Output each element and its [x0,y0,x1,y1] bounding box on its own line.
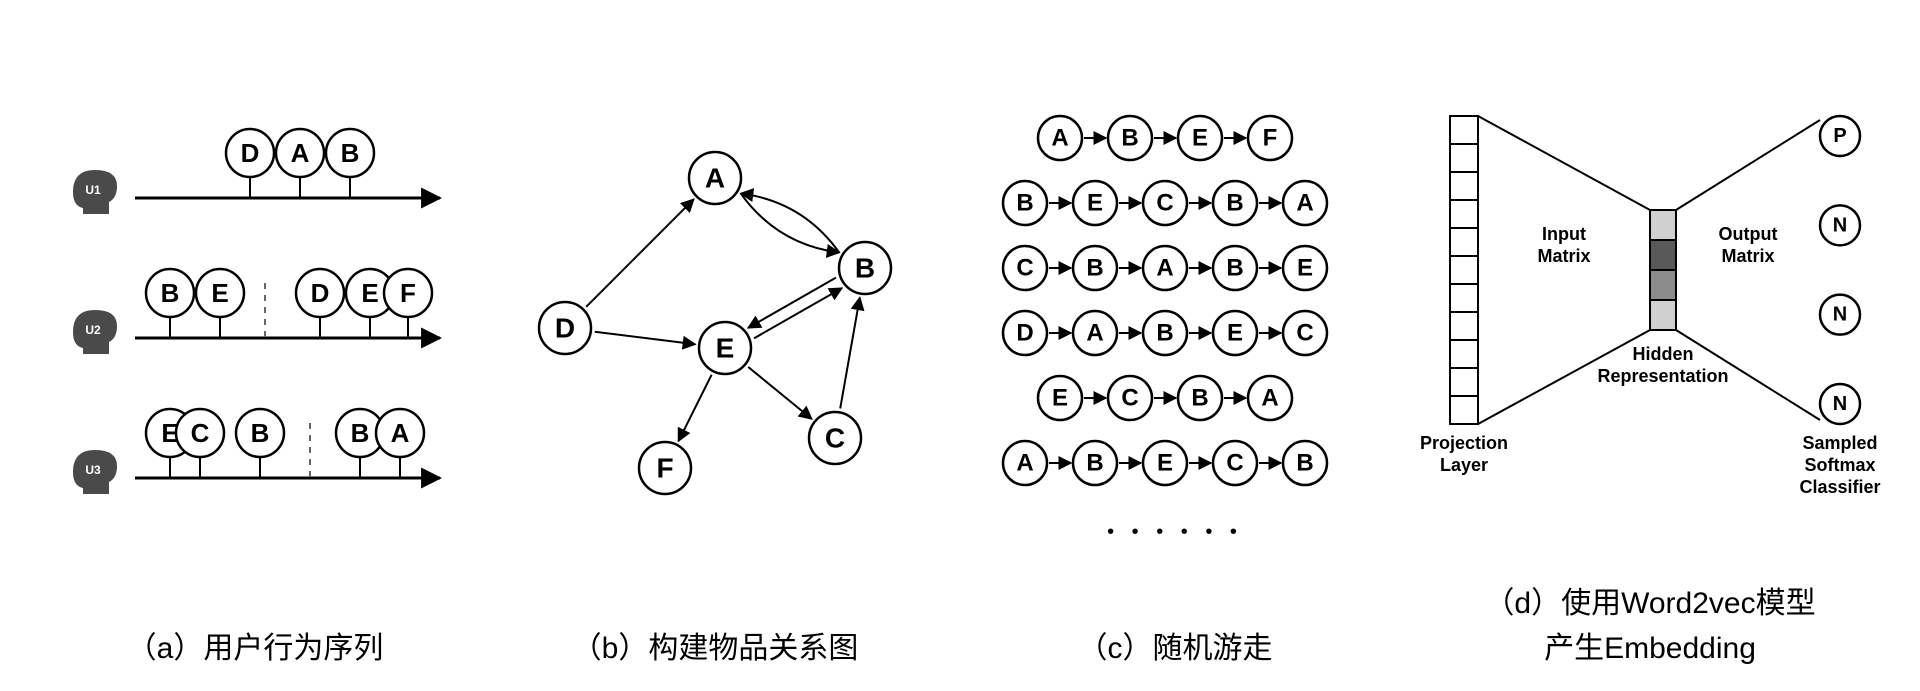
svg-text:U2: U2 [85,323,101,337]
panel-d-caption: （d）使用Word2vec模型产生Embedding [1484,581,1815,671]
svg-text:B: B [341,138,360,168]
svg-text:E: E [1157,450,1173,477]
svg-text:A: A [1261,385,1278,412]
svg-text:A: A [1156,255,1173,282]
svg-text:E: E [1052,385,1068,412]
svg-text:B: B [251,418,270,448]
svg-text:C: C [191,418,210,448]
svg-text:E: E [1192,125,1208,152]
panel-a: U1DABU2BEDEFU3ECBBA （a）用户行为序列 [40,30,470,671]
svg-text:B: B [1226,190,1243,217]
svg-text:D: D [1016,320,1033,347]
svg-text:B: B [1086,450,1103,477]
svg-text:Projection: Projection [1420,433,1508,453]
svg-text:C: C [1016,255,1033,282]
panel-d-svg: PNNNInputMatrixOutputMatrixHiddenReprese… [1420,76,1880,516]
svg-text:D: D [555,313,575,344]
svg-text:B: B [855,253,875,284]
svg-text:Layer: Layer [1440,455,1488,475]
svg-text:D: D [311,278,330,308]
svg-text:N: N [1833,393,1847,415]
svg-text:F: F [656,453,673,484]
svg-text:B: B [351,418,370,448]
svg-text:F: F [1263,125,1278,152]
svg-text:E: E [1297,255,1313,282]
svg-text:E: E [1087,190,1103,217]
svg-text:C: C [1226,450,1243,477]
svg-text:D: D [241,138,260,168]
svg-text:F: F [400,278,416,308]
svg-text:Matrix: Matrix [1537,246,1590,266]
panel-c: ABEFBECBACBABEDABECECBAABECB• • • • • • … [960,30,1390,671]
panel-b-graphic: A B C D E F [500,30,930,606]
svg-text:Hidden: Hidden [1633,344,1694,364]
svg-text:E: E [211,278,228,308]
svg-text:E: E [716,333,735,364]
panel-a-svg: U1DABU2BEDEFU3ECBBA [40,108,470,528]
panel-d-graphic: PNNNInputMatrixOutputMatrixHiddenReprese… [1420,30,1880,561]
svg-text:B: B [1156,320,1173,347]
svg-text:Sampled: Sampled [1802,433,1877,453]
svg-text:B: B [161,278,180,308]
panel-b-svg: A B C D E F [505,108,925,528]
svg-text:A: A [1051,125,1068,152]
panel-c-caption: （c）随机游走 [1078,626,1273,671]
svg-text:B: B [1191,385,1208,412]
svg-text:N: N [1833,214,1847,236]
svg-text:B: B [1226,255,1243,282]
svg-text:C: C [825,423,845,454]
svg-text:E: E [1227,320,1243,347]
svg-text:C: C [1121,385,1138,412]
svg-text:E: E [361,278,378,308]
panel-d: PNNNInputMatrixOutputMatrixHiddenReprese… [1420,30,1880,671]
svg-text:B: B [1121,125,1138,152]
svg-text:A: A [1016,450,1033,477]
svg-text:Output: Output [1719,224,1778,244]
panel-a-caption: （a）用户行为序列 [127,626,384,671]
svg-text:B: B [1296,450,1313,477]
panel-c-graphic: A B E F B E C B A C B A B E D A B E C E C B A A B E C B • • • • • • [960,30,1390,606]
svg-text:A: A [705,163,725,194]
panel-b: A B C D E F （b）构建物品关系图 [500,30,930,671]
svg-text:U1: U1 [85,183,101,197]
figure-container: U1DABU2BEDEFU3ECBBA （a）用户行为序列 ABCDEF （b）… [0,0,1920,691]
svg-text:U3: U3 [85,463,101,477]
svg-text:B: B [1086,255,1103,282]
svg-text:Classifier: Classifier [1799,477,1880,497]
svg-text:C: C [1296,320,1313,347]
svg-text:Softmax: Softmax [1804,455,1875,475]
svg-text:C: C [1156,190,1173,217]
svg-text:Matrix: Matrix [1721,246,1774,266]
svg-text:A: A [391,418,410,448]
svg-text:N: N [1833,303,1847,325]
svg-text:• • • • • •: • • • • • • [1107,521,1243,543]
svg-text:B: B [1016,190,1033,217]
svg-text:Input: Input [1542,224,1586,244]
panel-b-caption: （b）构建物品关系图 [572,626,859,671]
svg-text:A: A [1086,320,1103,347]
panel-c-svg: A B E F B E C B A C B A B E D A B E C E C B A A B E C B • • • • • • [965,88,1385,548]
svg-text:Representation: Representation [1597,366,1728,386]
panel-a-graphic: U1DABU2BEDEFU3ECBBA [40,30,470,606]
svg-text:P: P [1833,125,1846,147]
svg-text:A: A [1296,190,1313,217]
svg-text:A: A [291,138,310,168]
